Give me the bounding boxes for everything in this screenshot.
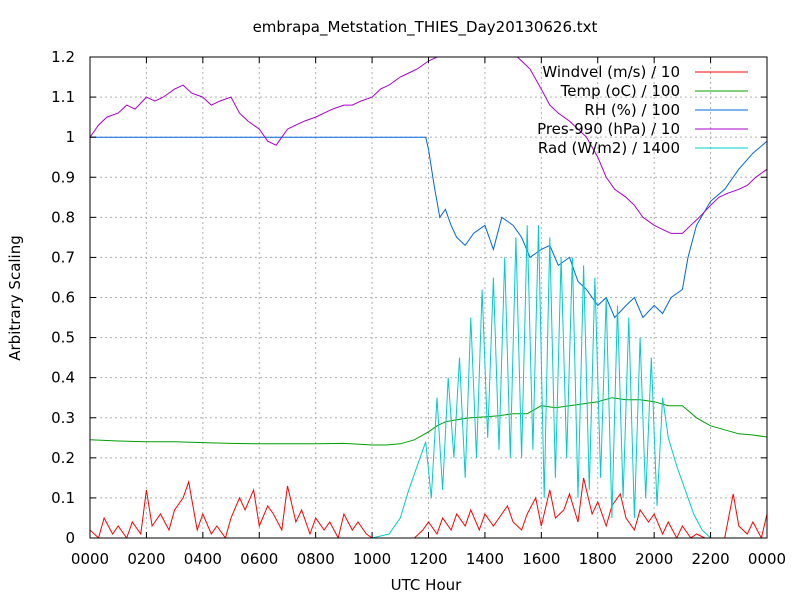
legend-label-4: Rad (W/m2) / 1400	[538, 139, 680, 157]
series-line-0	[90, 477, 767, 538]
y-tick-label: 0.5	[51, 329, 75, 347]
x-tick-label: 2000	[635, 550, 673, 568]
legend-label-0: Windvel (m/s) / 10	[542, 63, 680, 81]
y-tick-label: 1.1	[51, 88, 75, 106]
y-tick-label: 1	[65, 128, 75, 146]
y-tick-label: 1.2	[51, 48, 75, 66]
y-tick-label: 0.6	[51, 289, 75, 307]
x-tick-label: 1800	[579, 550, 617, 568]
series-line-2	[90, 136, 767, 319]
y-tick-label: 0.8	[51, 208, 75, 226]
series-line-1	[90, 397, 767, 446]
y-axis-label: Arbitrary Scaling	[6, 235, 24, 361]
y-tick-label: 0.7	[51, 248, 75, 266]
y-tick-label: 0.9	[51, 168, 75, 186]
series-layer	[90, 57, 767, 538]
legend-label-1: Temp (oC) / 100	[560, 82, 680, 100]
y-tick-labels: 0 0.1 0.2 0.3 0.4 0.5 0.6 0.7 0.8 0.9 1 1.1 1.2	[51, 48, 75, 547]
x-tick-label: 0400	[184, 550, 222, 568]
x-tick-label: 0000	[71, 550, 109, 568]
x-tick-label: 0800	[297, 550, 335, 568]
x-tick-labels: 0000 0200 0400 0600 0800 1000 1200 1400 1600 1800…	[71, 550, 786, 568]
series-line-4	[90, 225, 767, 538]
axis-ticks	[89, 56, 768, 539]
x-tick-label: 1200	[409, 550, 447, 568]
x-tick-label: 1000	[353, 550, 391, 568]
legend-label-3: Pres-990 (hPa) / 10	[537, 120, 680, 138]
x-tick-label: 0600	[240, 550, 278, 568]
x-tick-label: 0000	[748, 550, 786, 568]
chart-title: embrapa_Metstation_THIES_Day20130626.txt	[253, 18, 598, 37]
x-axis-label: UTC Hour	[391, 576, 462, 594]
y-tick-label: 0.1	[51, 489, 75, 507]
x-tick-label: 0200	[127, 550, 165, 568]
y-tick-label: 0.4	[51, 369, 75, 387]
y-tick-label: 0	[65, 529, 75, 547]
x-tick-label: 2200	[691, 550, 729, 568]
y-tick-label: 0.3	[51, 409, 75, 427]
x-tick-label: 1400	[466, 550, 504, 568]
y-tick-label: 0.2	[51, 449, 75, 467]
x-tick-label: 1600	[522, 550, 560, 568]
legend-label-2: RH (%) / 100	[584, 101, 680, 119]
